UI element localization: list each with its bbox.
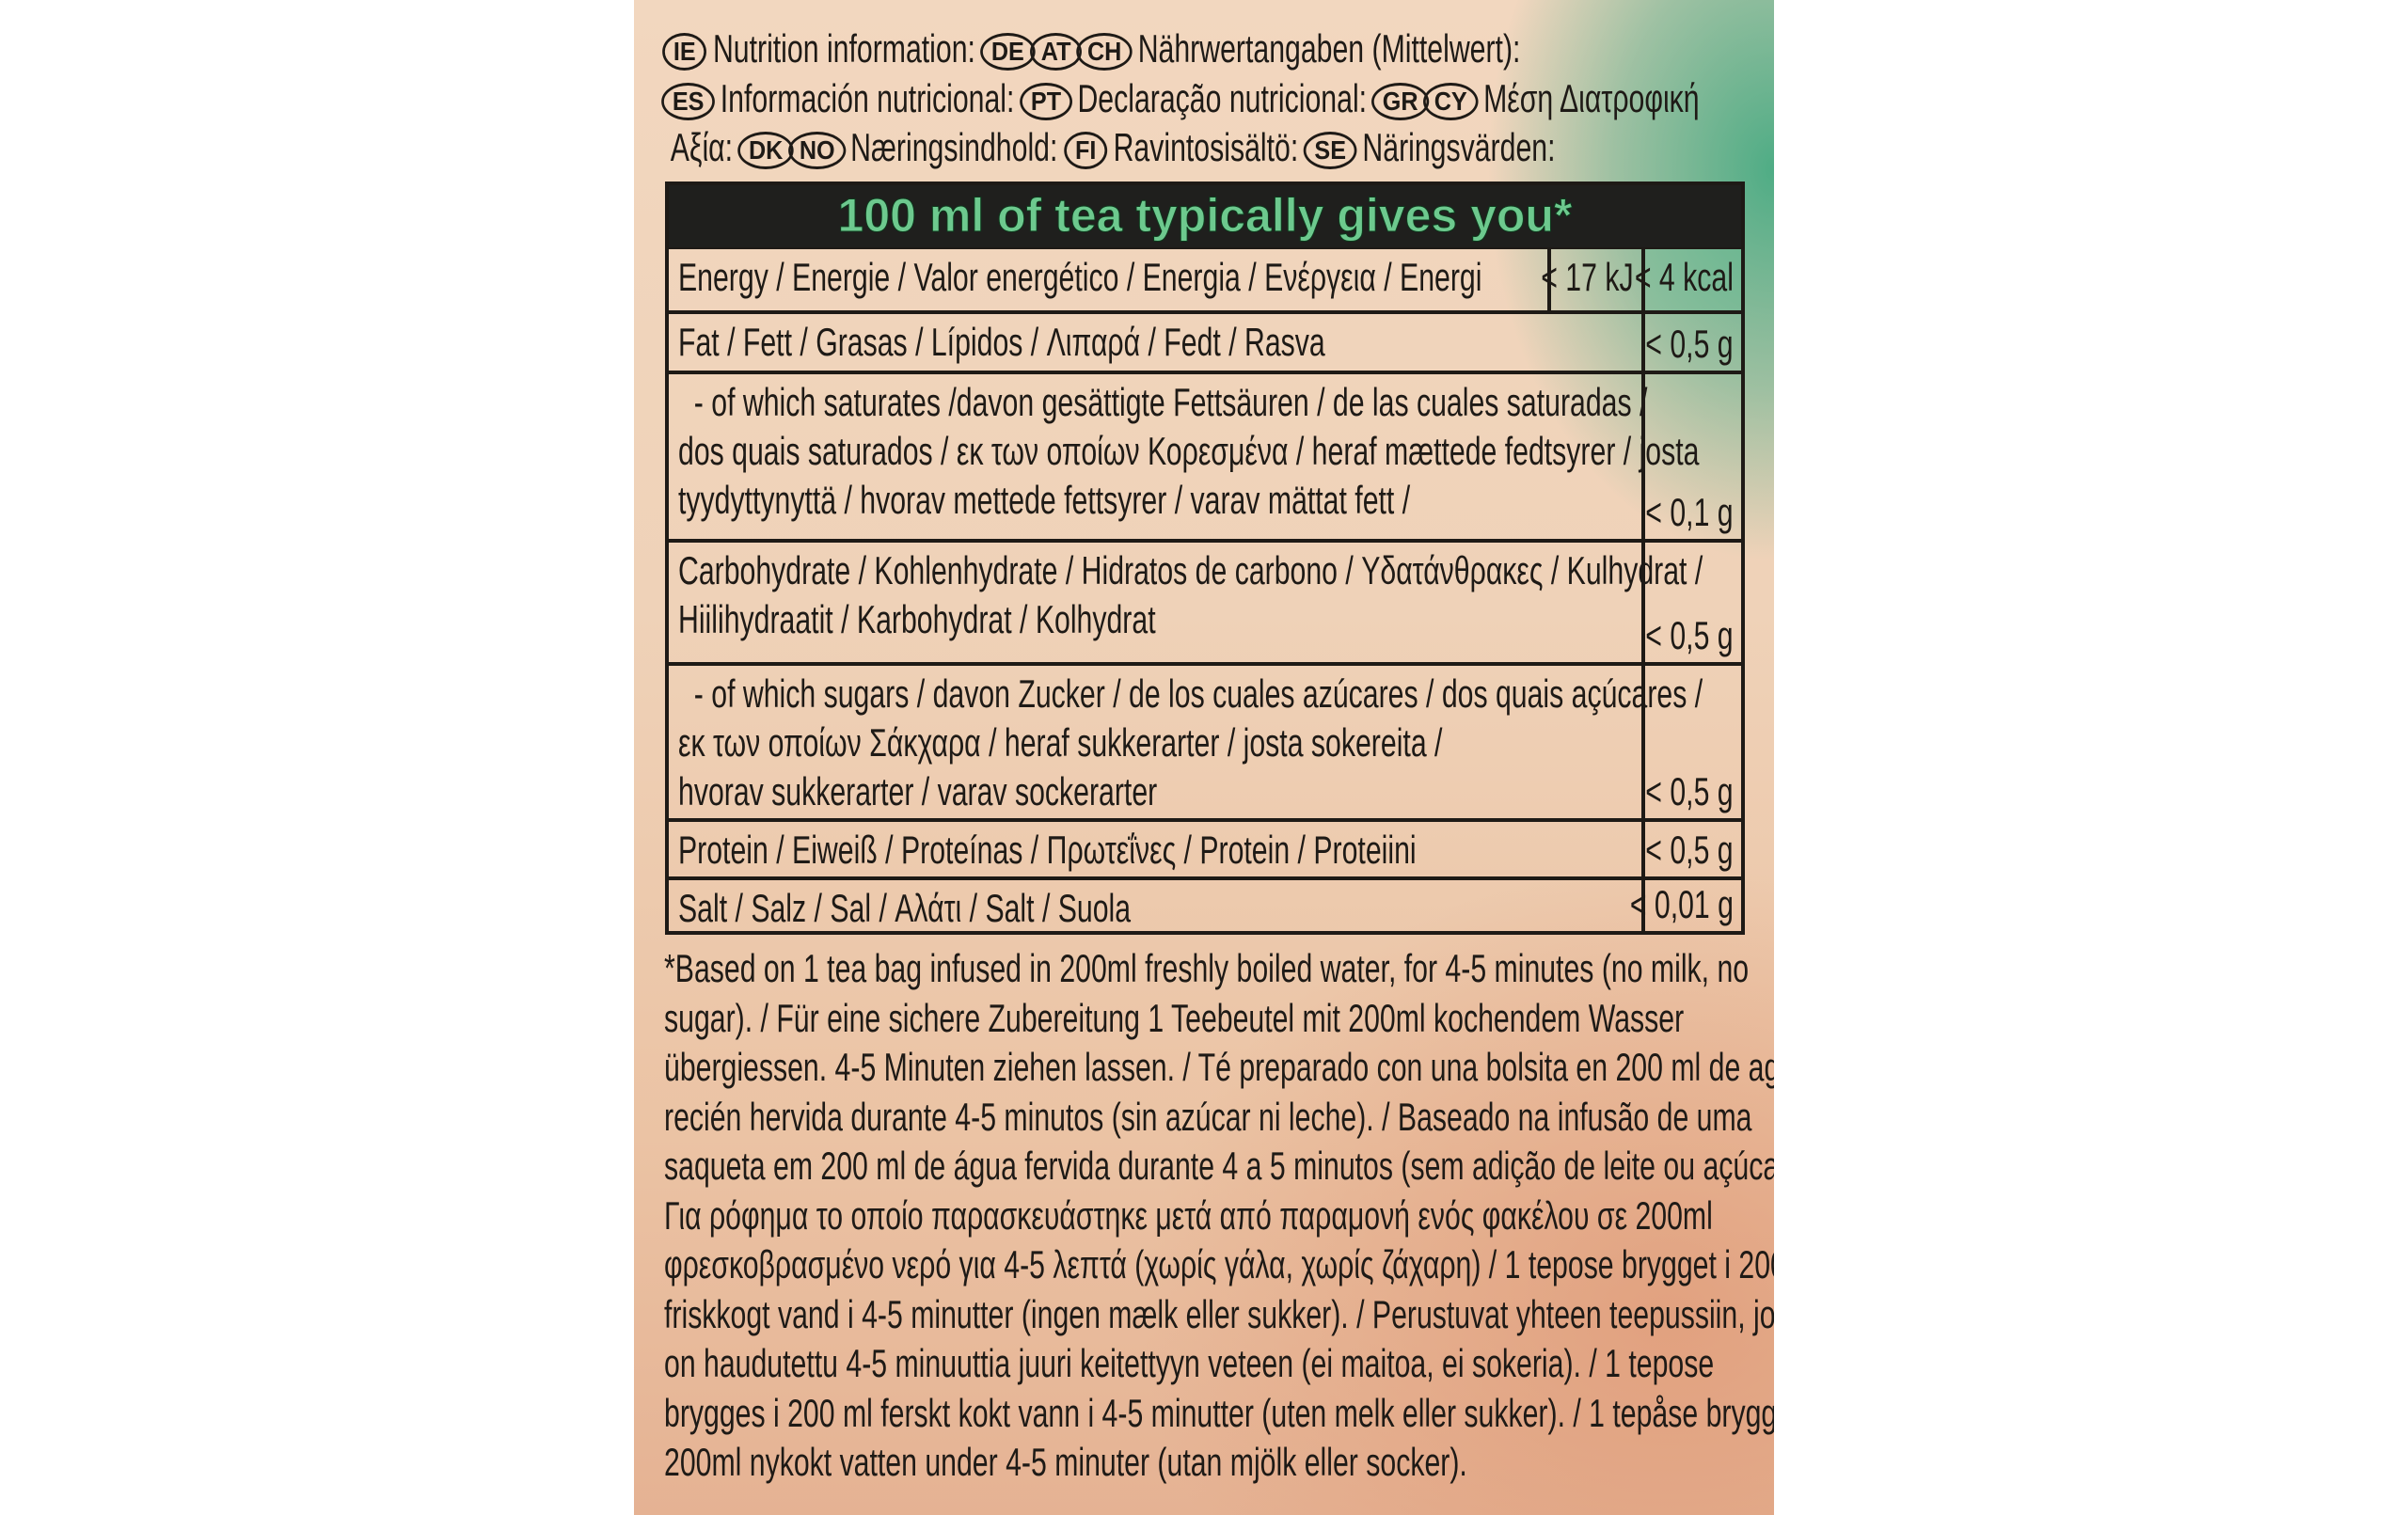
nutrient-value: < 0,5 g xyxy=(1645,769,1734,813)
nutrition-label-panel: IE Nutrition information: DE AT CH Nährwer… xyxy=(634,0,1774,1515)
table-title: 100 ml of tea typically gives you* xyxy=(837,189,1573,243)
nutrient-label-line: tyydyttynyttä / hvorav mettede fettsyrer… xyxy=(678,478,1411,522)
country-badge: IE xyxy=(662,32,707,71)
nutrient-label-line: Fat / Fett / Grasas / Lípidos / Λιπαρά /… xyxy=(678,320,1325,364)
footnote-line: φρεσκοβρασμένο νερό για 4-5 λεπτά (χωρίς… xyxy=(664,1242,1774,1286)
nutrient-value: < 4 kcal xyxy=(1634,255,1734,299)
country-badge: PT xyxy=(1020,82,1072,120)
nutrient-value: < 0,5 g xyxy=(1645,828,1734,872)
nutrient-value: < 0,01 g xyxy=(1629,882,1734,926)
country-badge: ES xyxy=(661,82,716,120)
footnote: *Based on 1 tea bag infused in 200ml fre… xyxy=(664,944,1774,1488)
nutrient-label: Protein / Eiweiß / Proteínas / Πρωτεΐνες… xyxy=(678,826,1417,875)
nutrient-value: < 0,5 g xyxy=(1645,322,1734,366)
footnote-line: 200ml nykokt vatten under 4-5 minuter (u… xyxy=(664,1440,1467,1484)
country-badge: NO xyxy=(787,131,847,169)
nutrient-label: Carbohydrate / Kohlenhydrate / Hidratos … xyxy=(678,546,1703,644)
nutrient-label-line: Carbohydrate / Kohlenhydrate / Hidratos … xyxy=(678,548,1703,592)
header-line-1: IE Nutrition information: DE AT CH Nährwer… xyxy=(662,25,1529,72)
energy-kj-value: < 17 kJ xyxy=(1541,255,1634,299)
nutrient-label-line: Protein / Eiweiß / Proteínas / Πρωτεΐνες… xyxy=(678,828,1417,872)
country-badge: AT xyxy=(1030,32,1083,71)
header-text: Ravintosisältö: xyxy=(1105,125,1307,169)
footnote-line: recién hervida durante 4-5 minutos (sin … xyxy=(664,1094,1752,1139)
nutrient-label-line: hvorav sukkerarter / varav sockerarter xyxy=(678,769,1158,813)
footnote-line: *Based on 1 tea bag infused in 200ml fre… xyxy=(664,946,1750,990)
nutrient-label: Fat / Fett / Grasas / Lípidos / Λιπαρά /… xyxy=(678,318,1325,367)
footnote-line: sugar). / Für eine sichere Zubereitung 1… xyxy=(664,995,1685,1040)
table-row: Fat / Fett / Grasas / Lípidos / Λιπαρά /… xyxy=(669,310,1741,371)
nutrient-label-line: dos quais saturados / εκ των οποίων Κορε… xyxy=(678,429,1700,473)
country-badge: FI xyxy=(1064,131,1107,169)
value-cell: < 0,5 g xyxy=(1641,314,1741,371)
nutrient-label-line: Salt / Salz / Sal / Αλάτι / Salt / Suola xyxy=(678,886,1132,930)
table-row: - of which saturates /davon gesättigte F… xyxy=(669,371,1741,539)
value-cell: < 4 kcal xyxy=(1635,249,1741,310)
nutrient-label-line: - of which saturates /davon gesättigte F… xyxy=(678,380,1648,424)
footnote-line: Για ρόφημα το οποίο παρασκευάστηκε μετά … xyxy=(664,1192,1713,1238)
nutrient-label-line: - of which sugars / davon Zucker / de lo… xyxy=(678,671,1703,716)
value-cell: < 0,5 g xyxy=(1641,822,1741,876)
value-cell: < 0,1 g xyxy=(1641,374,1741,539)
footnote-line: friskkogt vand i 4-5 minutter (ingen mæl… xyxy=(664,1291,1774,1336)
header-line-2: ES Información nutricional: PT Declaraçã… xyxy=(661,75,1708,122)
country-badge: GR xyxy=(1371,82,1430,120)
header-text: Declaração nutricional: xyxy=(1069,76,1375,120)
table-title-bar: 100 ml of tea typically gives you* xyxy=(669,185,1741,247)
footnote-line: brygges i 200 ml ferskt kokt vann i 4-5 … xyxy=(664,1390,1774,1435)
energy-kj-cell: < 17 kJ xyxy=(1542,249,1641,310)
value-cell: < 0,5 g xyxy=(1641,666,1741,818)
value-cell: < 0,5 g xyxy=(1641,543,1741,662)
nutrient-label: Energy / Energie / Valor energético / En… xyxy=(678,253,1481,302)
country-badge: DK xyxy=(737,131,795,169)
header-line-3: Αξία: DK NO Næringsindhold: FI Ravintosis… xyxy=(664,124,1563,171)
country-badge: SE xyxy=(1303,131,1357,169)
nutrient-label: Salt / Salz / Sal / Αλάτι / Salt / Suola xyxy=(678,884,1131,933)
nutrient-label-line: εκ των οποίων Σάκχαρα / heraf sukkerarte… xyxy=(678,720,1443,765)
country-badge: CH xyxy=(1076,32,1133,71)
header-text: Información nutricional: xyxy=(712,76,1022,120)
nutrition-table: 100 ml of tea typically gives you* Energ… xyxy=(665,181,1745,935)
table-row: Protein / Eiweiß / Proteínas / Πρωτεΐνες… xyxy=(669,818,1741,876)
table-row: Energy / Energie / Valor energético / En… xyxy=(669,247,1741,310)
value-cell: < 0,01 g xyxy=(1630,880,1741,931)
footnote-line: on haudutettu 4-5 minuuttia juuri keitet… xyxy=(664,1341,1715,1385)
header-text: Nutrition information: xyxy=(705,26,984,71)
country-badge: CY xyxy=(1423,82,1479,120)
nutrient-value: < 0,1 g xyxy=(1645,490,1734,534)
table-row: Salt / Salz / Sal / Αλάτι / Salt / Suola… xyxy=(669,876,1741,931)
header-text: Μέση Διατροφική xyxy=(1475,76,1708,120)
nutrient-value: < 0,5 g xyxy=(1645,613,1734,657)
nutrient-label: - of which sugars / davon Zucker / de lo… xyxy=(678,670,1703,816)
nutrient-label-line: Energy / Energie / Valor energético / En… xyxy=(678,255,1482,299)
footnote-line: übergiessen. 4-5 Minuten ziehen lassen. … xyxy=(664,1045,1774,1089)
nutrient-label-line: Hiilihydraatit / Karbohydrat / Kolhydrat xyxy=(678,597,1156,641)
table-row: - of which sugars / davon Zucker / de lo… xyxy=(669,662,1741,818)
header-text: Αξία: xyxy=(664,125,741,169)
header-text: Näringsvärden: xyxy=(1354,125,1563,169)
header-text: Nährwertangaben (Mittelwert): xyxy=(1130,26,1529,71)
table-row: Carbohydrate / Kohlenhydrate / Hidratos … xyxy=(669,539,1741,662)
nutrient-label: - of which saturates /davon gesättigte F… xyxy=(678,378,1699,525)
footnote-line: saqueta em 200 ml de água fervida durant… xyxy=(664,1144,1774,1188)
country-badge: DE xyxy=(980,32,1036,71)
header-text: Næringsindhold: xyxy=(842,125,1066,169)
